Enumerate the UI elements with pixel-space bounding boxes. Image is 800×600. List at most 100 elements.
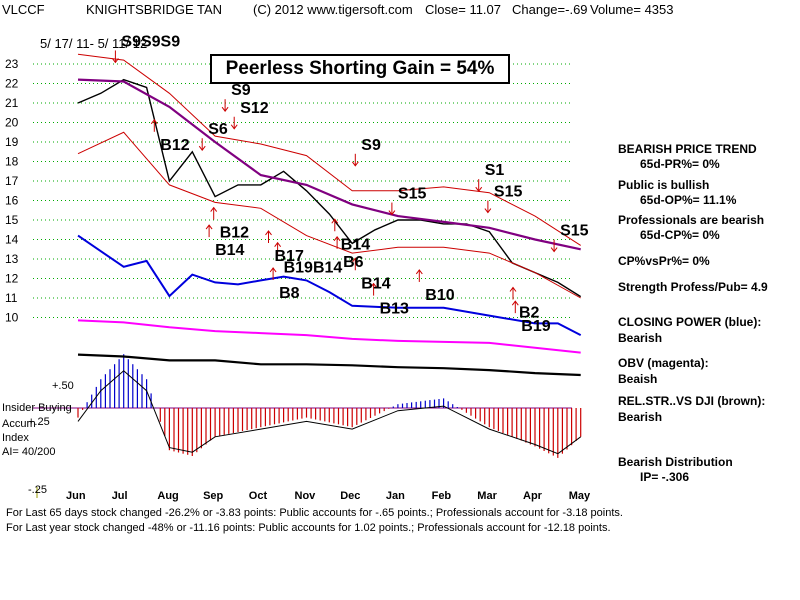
volume-value: Volume= 4353 <box>590 2 674 17</box>
company-name: KNIGHTSBRIDGE TAN <box>86 2 223 17</box>
month-label: Apr <box>523 490 543 502</box>
signal-label: S6 <box>208 121 228 138</box>
ip-value: IP= -.306 <box>640 470 690 484</box>
month-axis: Jun Jul Aug Sep Oct Nov Dec Jan Feb Mar Apr May <box>66 490 591 502</box>
close-value: Close= 11.07 <box>425 2 502 17</box>
month-label: Jan <box>386 490 405 502</box>
signal-arrow-head <box>351 257 359 263</box>
month-label: Nov <box>295 490 317 502</box>
signal-arrow-head <box>351 161 359 167</box>
pr-value: 65d-PR%= 0% <box>640 157 720 171</box>
y-tick-label: 21 <box>5 96 19 110</box>
date-range: 5/ 17/ 11- 5/ 11/ 12 <box>40 36 148 51</box>
series-price-close <box>77 78 582 298</box>
accum-plus25: +.25 <box>28 416 50 428</box>
accum-index-label: Index <box>2 432 29 444</box>
footer-line-2: For Last year stock changed -48% or -11.… <box>6 522 611 534</box>
y-tick-label: 20 <box>5 116 19 130</box>
copyright: (C) 2012 www.tigersoft.com <box>253 2 413 17</box>
series-lines <box>77 53 582 377</box>
series-obv-magenta <box>77 319 581 354</box>
signal-label: B14 <box>341 236 370 253</box>
signal-arrow-head <box>333 235 341 242</box>
signal-arrow-head <box>484 208 492 214</box>
signal-label: B12 <box>220 225 249 242</box>
series-lower-band <box>77 131 581 299</box>
accum-minus25: -.25 <box>28 484 47 496</box>
signal-arrow-head <box>550 247 558 253</box>
y-tick-label: 16 <box>5 194 19 208</box>
distribution-label: Bearish Distribution <box>618 455 733 469</box>
signal-arrow-head <box>230 124 238 130</box>
month-label: May <box>569 490 591 502</box>
signal-arrow-head <box>112 58 119 64</box>
signal-label: S15 <box>398 186 427 203</box>
professionals-status: Professionals are bearish <box>618 213 765 227</box>
strength-value: Strength Profess/Pub= 4.9 <box>618 280 768 294</box>
signal-arrow-head <box>509 286 517 292</box>
signal-label: B14 <box>361 275 390 292</box>
signal-arrow-head <box>265 230 272 236</box>
signal-arrow-head <box>150 118 158 125</box>
signal-label: S9 <box>361 137 381 154</box>
signal-arrow-head <box>198 145 206 152</box>
month-label: Aug <box>157 490 178 502</box>
y-tick-label: 18 <box>5 155 19 169</box>
signal-arrow-head <box>210 206 218 212</box>
signal-arrow-head <box>415 269 423 275</box>
signal-label: S15 <box>494 184 523 201</box>
signal-arrow-head <box>205 224 213 230</box>
signal-label: S9 <box>231 82 251 99</box>
footer-line-1: For Last 65 days stock changed -26.2% or… <box>6 507 623 519</box>
series-rel-str-vs-dji-brown <box>77 353 581 377</box>
series-closing-power-blue <box>77 234 582 336</box>
obv-value: Beaish <box>618 372 658 386</box>
obv-label: OBV (magenta): <box>618 356 709 370</box>
signal-label: B8 <box>279 285 300 302</box>
op-value: 65d-OP%= 11.1% <box>640 193 737 207</box>
relstr-label: REL.STR..VS DJI (brown): <box>618 394 766 408</box>
y-tick-label: 15 <box>5 213 19 227</box>
signal-arrow-head <box>274 241 282 247</box>
accum-subtitle: Accum <box>2 418 36 430</box>
relstr-value: Bearish <box>618 410 663 424</box>
series-moving-average <box>77 78 581 251</box>
signal-label: B10 <box>425 287 454 304</box>
y-tick-label: 22 <box>5 77 19 91</box>
y-tick-label: 12 <box>5 272 19 286</box>
shorting-gain-banner: Peerless Shorting Gain = 54% <box>210 54 510 84</box>
signal-label: B19 <box>521 318 550 335</box>
month-label: Dec <box>340 490 360 502</box>
ai-value: AI= 40/200 <box>2 446 56 458</box>
cpvspr-value: CP%vsPr%= 0% <box>618 254 710 268</box>
signal-label: B6 <box>343 254 364 271</box>
signal-label: S9S9S9 <box>121 34 180 51</box>
cp-value: 65d-CP%= 0% <box>640 228 720 242</box>
signal-label: S1 <box>485 162 505 179</box>
month-label: Oct <box>249 490 268 502</box>
price-trend: BEARISH PRICE TREND <box>618 142 757 156</box>
signal-arrow-head <box>331 218 339 224</box>
signal-arrow-head <box>221 106 229 113</box>
signal-label: B19B14 <box>284 260 343 277</box>
y-tick-label: 11 <box>5 291 18 305</box>
signal-label: B2 <box>519 305 540 322</box>
price-axis: 23 22 21 20 19 18 17 16 15 14 13 12 11 10 <box>5 57 19 325</box>
signal-label: B13 <box>380 301 409 318</box>
signal-arrow-head <box>269 267 277 273</box>
month-label: Mar <box>477 490 497 502</box>
series-upper-band <box>77 53 581 246</box>
accum-average-line <box>77 370 581 455</box>
symbol: VLCCF <box>2 2 45 17</box>
month-label: Jul <box>112 490 128 502</box>
y-tick-label: 23 <box>5 57 19 71</box>
signal-label: S15 <box>560 223 589 240</box>
y-tick-label: 13 <box>5 252 19 266</box>
signal-label: B14 <box>215 242 244 259</box>
public-status: Public is bullish <box>618 178 710 192</box>
change-value: Change=-.69 <box>512 2 588 17</box>
closing-power-label: CLOSING POWER (blue): <box>618 315 762 329</box>
signal-label: S12 <box>240 100 269 117</box>
